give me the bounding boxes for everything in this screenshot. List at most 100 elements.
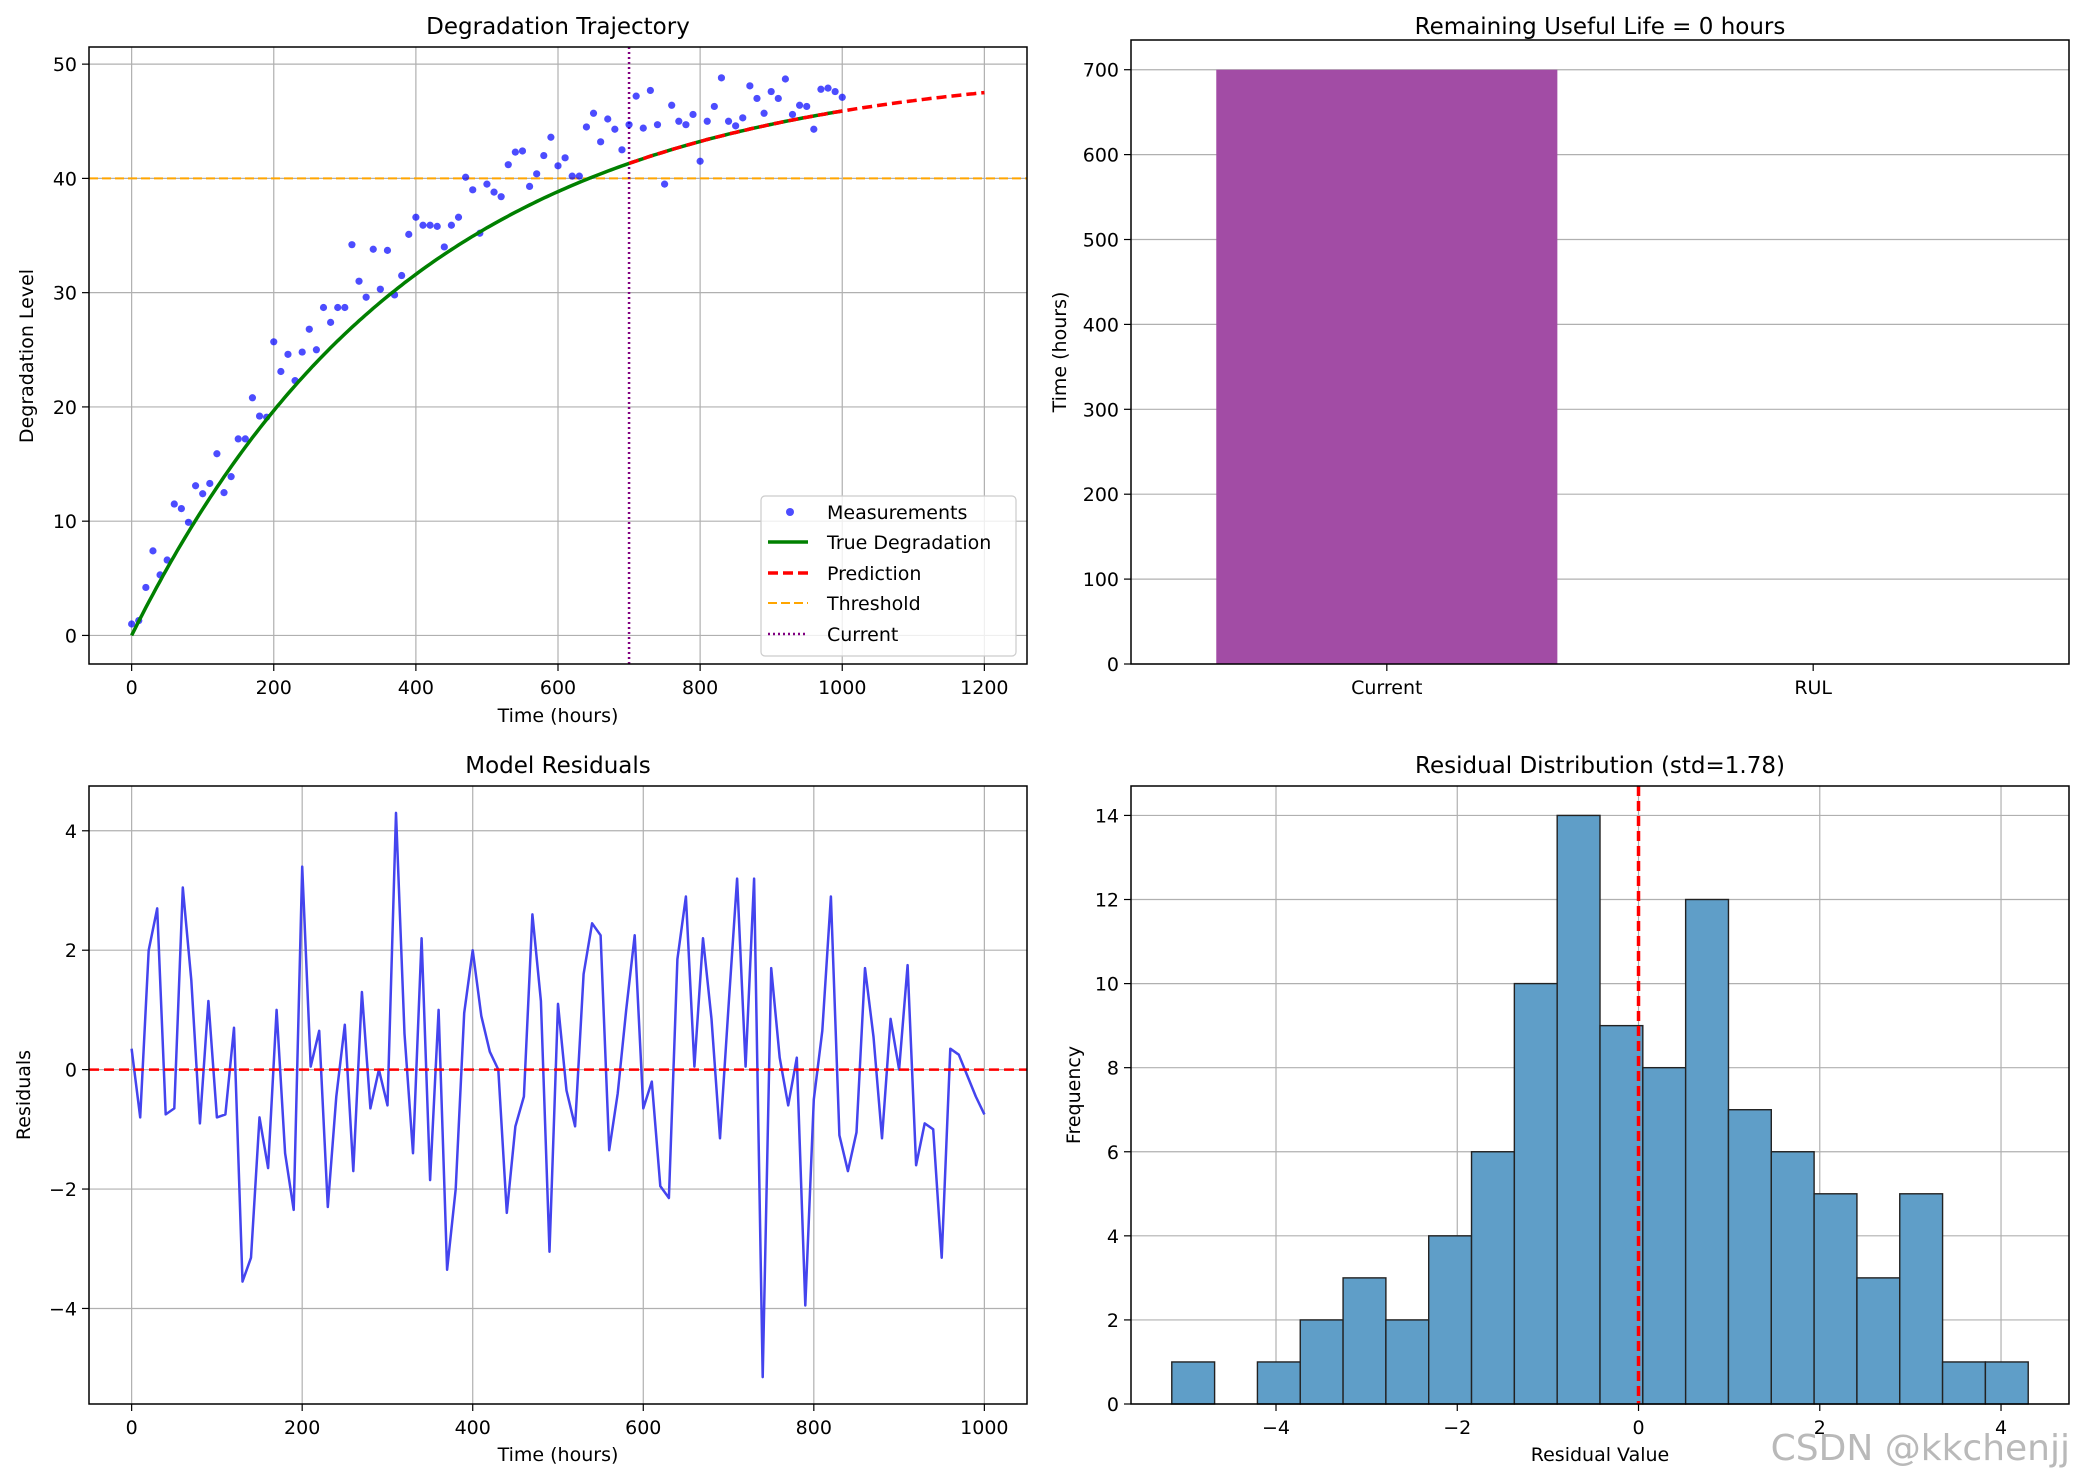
measurement-point	[717, 74, 726, 82]
measurement-point	[817, 85, 825, 93]
y-tick-label: 0	[65, 625, 77, 647]
x-tick-label: 800	[796, 1417, 832, 1439]
measurement-point	[341, 303, 349, 312]
measurement-point	[362, 293, 370, 301]
measurement-point	[511, 148, 519, 156]
degradation-x-axis-label: Time (hours)	[497, 705, 619, 727]
y-tick-label: 14	[1095, 805, 1119, 827]
measurement-point	[746, 82, 754, 90]
measurement-point	[597, 138, 605, 146]
x-tick-label: 600	[625, 1417, 661, 1439]
measurement-point	[625, 121, 633, 129]
y-tick-label: 300	[1083, 399, 1119, 421]
measurement-point	[732, 122, 740, 130]
measurement-point	[241, 435, 249, 443]
measurement-point	[668, 101, 676, 109]
measurement-point	[426, 221, 434, 229]
measurement-point	[796, 101, 804, 109]
y-tick-label: 30	[53, 283, 77, 305]
measurement-point	[540, 151, 548, 160]
true-degradation-line	[130, 109, 843, 637]
x-tick-label: 400	[398, 677, 434, 699]
measurement-point	[206, 479, 214, 488]
degradation-chart-title: Degradation Trajectory	[426, 14, 690, 40]
measurement-point	[177, 505, 185, 513]
x-tick-label: 0	[126, 1417, 138, 1439]
measurement-point	[255, 412, 264, 420]
measurement-point	[412, 213, 420, 221]
legend-current-label: Current	[827, 624, 898, 646]
measurement-point	[469, 186, 477, 194]
measurement-point	[191, 482, 200, 490]
measurement-point	[497, 193, 505, 201]
legend-measurements-marker	[786, 508, 794, 516]
measurement-point	[589, 109, 598, 117]
histogram-bar	[1984, 1361, 2029, 1405]
measurement-point	[525, 182, 534, 190]
residuals-y-axis-label: Residuals	[13, 1050, 35, 1140]
legend-measurements-label: Measurements	[827, 502, 967, 524]
histogram-bar	[1342, 1277, 1387, 1405]
histogram-chart-title: Residual Distribution (std=1.78)	[1415, 753, 1785, 779]
degradation-y-axis-label: Degradation Level	[16, 269, 38, 443]
histogram-bar	[1470, 1151, 1516, 1405]
y-tick-label: 200	[1083, 484, 1119, 506]
measurement-point	[142, 583, 150, 592]
measurement-point	[753, 94, 761, 103]
measurement-point	[248, 394, 257, 402]
measurement-point	[739, 114, 747, 122]
measurement-point	[490, 188, 498, 196]
histogram-bar	[1813, 1193, 1858, 1405]
measurement-point	[575, 172, 583, 180]
histogram-bar	[1642, 1066, 1687, 1405]
measurement-point	[454, 213, 463, 221]
measurement-point	[312, 346, 320, 354]
measurement-point	[689, 110, 697, 119]
histogram-bar	[1770, 1151, 1815, 1405]
residuals-chart-title: Model Residuals	[465, 753, 650, 779]
residuals-x-axis-label: Time (hours)	[497, 1444, 619, 1466]
y-tick-label: 2	[1107, 1310, 1119, 1332]
measurement-point	[675, 117, 683, 125]
measurement-point	[376, 285, 384, 293]
histogram-axes-frame	[1130, 785, 2070, 1405]
x-tick-label: −2	[1443, 1417, 1471, 1439]
rul-chart-title: Remaining Useful Life = 0 hours	[1415, 14, 1786, 40]
bar-current	[1216, 69, 1558, 664]
x-tick-label: 0	[1632, 1417, 1644, 1439]
measurement-point	[568, 172, 576, 180]
histogram-bar	[1599, 1024, 1644, 1405]
degradation-trajectory-chart: Degradation Trajectory 0 200 400 600 800 1000…	[16, 14, 1028, 727]
residuals-axes-frame	[88, 785, 1028, 1405]
y-tick-label: 6	[1107, 1142, 1119, 1164]
histogram-bar	[1256, 1361, 1301, 1405]
legend-true-degradation-label: True Degradation	[826, 532, 991, 554]
histogram-bar	[1171, 1361, 1216, 1405]
measurement-point	[518, 147, 527, 155]
measurement-point	[199, 490, 207, 498]
measurement-point	[660, 180, 669, 188]
legend-box	[760, 495, 1017, 657]
measurement-point	[462, 173, 470, 181]
x-tick-label: 600	[540, 677, 576, 699]
measurement-point	[724, 117, 733, 125]
y-tick-label: 40	[53, 168, 77, 190]
measurement-point	[398, 271, 406, 280]
measurement-point	[781, 75, 789, 83]
measurement-point	[632, 92, 640, 100]
prediction-line	[628, 90, 985, 166]
histogram-bar	[1385, 1319, 1430, 1405]
y-tick-label: 10	[53, 511, 77, 533]
histogram-bar	[1899, 1193, 1944, 1405]
y-tick-label: 0	[1107, 1394, 1119, 1416]
y-tick-label: 100	[1083, 569, 1119, 591]
y-tick-label: 50	[53, 54, 77, 76]
rul-y-axis-label: Time (hours)	[1049, 292, 1071, 414]
y-tick-label: −2	[49, 1179, 77, 1201]
model-residuals-chart: Model Residuals 0 200 400 600 800 1000 −4 −2 0 2 4…	[13, 753, 1028, 1466]
y-tick-label: 8	[1107, 1058, 1119, 1080]
x-tick-label: 1000	[818, 677, 866, 699]
histogram-bar	[1299, 1319, 1344, 1405]
y-tick-label: −4	[49, 1298, 77, 1320]
measurement-point	[483, 180, 491, 188]
